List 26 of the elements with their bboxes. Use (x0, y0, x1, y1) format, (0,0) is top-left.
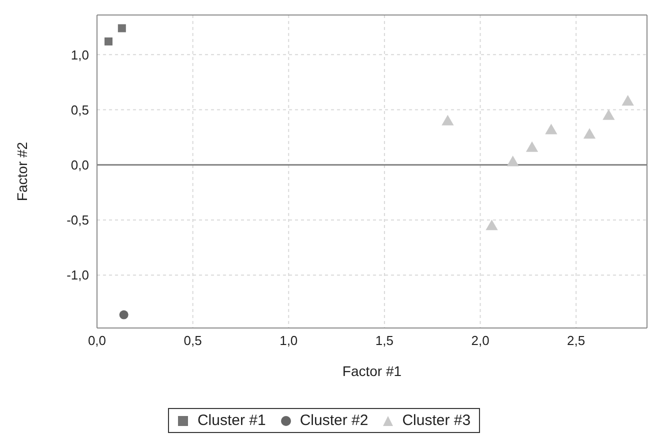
point (583, 128, 596, 139)
point (442, 114, 454, 126)
x-tick-label: 2,5 (567, 333, 586, 348)
point (104, 37, 112, 46)
x-tick-label: 0,5 (184, 333, 202, 348)
x-tick-label: 1,0 (280, 333, 298, 348)
point (622, 95, 634, 106)
y-tick-label: -1,0 (66, 268, 89, 283)
y-axis-title: Factor #2 (14, 142, 30, 202)
legend-label: Cluster #1 (196, 412, 266, 429)
y-tick-label: 1,0 (70, 47, 89, 62)
point (526, 141, 538, 152)
y-tick-label: 0,5 (70, 102, 89, 118)
point (602, 109, 615, 120)
point (118, 24, 126, 32)
y-tick-label: 0,0 (70, 158, 89, 172)
x-tick-label: 2,0 (471, 333, 490, 348)
legend-label: Cluster #2 (298, 412, 368, 429)
x-tick-label: 1,5 (375, 333, 394, 348)
y-tick-label: -0,5 (66, 212, 89, 228)
x-axis-title: Factor #1 (342, 363, 402, 379)
point (545, 124, 558, 134)
legend-label: Cluster #3 (401, 412, 471, 429)
point (486, 220, 498, 230)
point (506, 156, 519, 166)
x-tick-label: 0,0 (88, 333, 106, 348)
